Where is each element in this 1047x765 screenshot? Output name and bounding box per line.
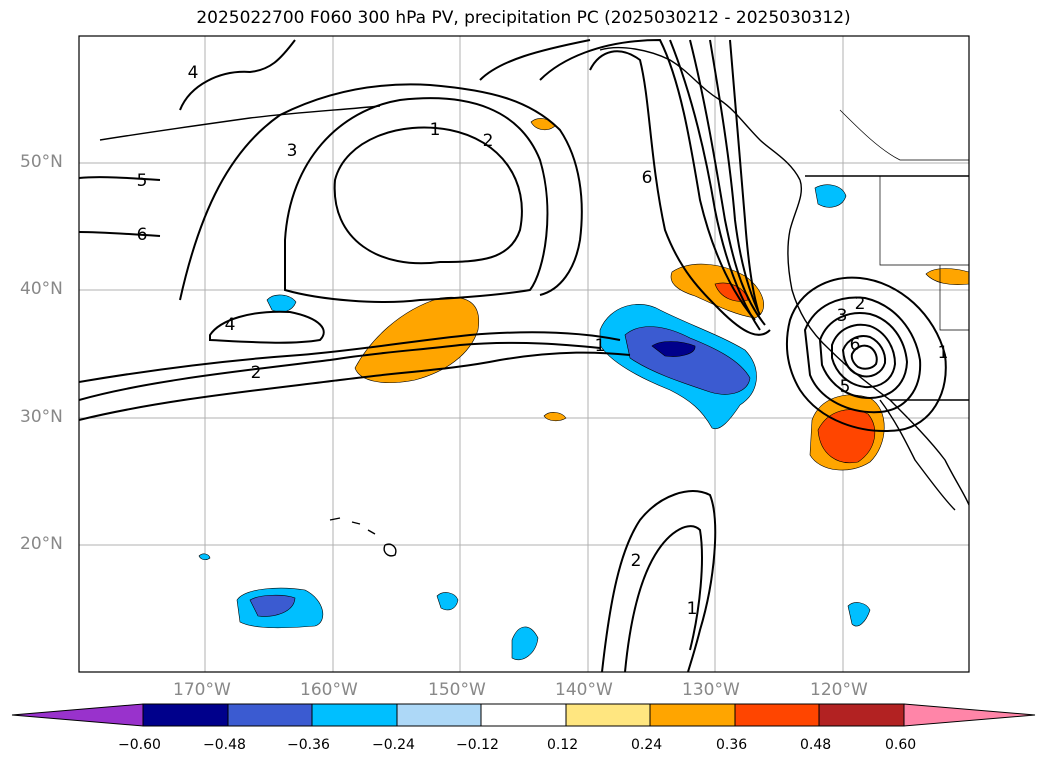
contour-label: 4 xyxy=(225,315,236,335)
pv-contours xyxy=(79,38,947,672)
lon-label: 140°W xyxy=(555,680,613,700)
precip-patch-navy xyxy=(651,341,696,357)
pv-contour-cutoff-2 xyxy=(803,296,922,414)
pv-contour-cutoff-1 xyxy=(786,276,947,432)
colorbar-tick-label: 0.12 xyxy=(547,737,579,753)
precip-patch-red-socal xyxy=(817,409,876,464)
pv-contour-cutoff-6 xyxy=(850,344,878,370)
colorbar-tick-label: 0.36 xyxy=(716,737,748,753)
chart-title: 2025022700 F060 300 hPa PV, precipitatio… xyxy=(196,8,851,28)
colorbar-tick-label: −0.60 xyxy=(118,737,161,753)
precip-patch-blue-baja xyxy=(847,602,871,627)
precip-patch-blue-tiny xyxy=(198,553,211,561)
coastline-west-us xyxy=(787,179,969,506)
precip-patch-blue-15n xyxy=(436,592,459,611)
precip-patch-orange-central xyxy=(354,296,480,383)
contour-label: 3 xyxy=(837,306,848,326)
precip-patch-blue-13n xyxy=(511,626,539,660)
contour-label: 2 xyxy=(631,551,642,571)
contour-label: 4 xyxy=(188,63,199,83)
colorbar-tick-label: −0.36 xyxy=(287,737,330,753)
colorbar-bin xyxy=(142,703,229,727)
colorbar-bin xyxy=(480,703,567,727)
lat-label: 30°N xyxy=(20,407,63,427)
colorbar-bin xyxy=(734,703,820,727)
lat-label: 50°N xyxy=(20,152,63,172)
pv-contour-1-lower xyxy=(79,351,631,421)
map-panel xyxy=(79,36,969,672)
lon-label: 160°W xyxy=(300,680,358,700)
pv-contour-trough-2 xyxy=(539,38,756,321)
pv-contour-6-wave xyxy=(79,231,161,237)
colorbar-extend-left xyxy=(11,703,144,727)
pv-contour-lower-3 xyxy=(79,331,621,383)
pv-contour-3 xyxy=(179,83,583,301)
contour-label: 6 xyxy=(850,335,861,355)
colorbar-bin xyxy=(818,703,905,727)
pv-contour-1-inner-low xyxy=(333,126,523,265)
contour-label: 5 xyxy=(137,171,148,191)
pv-contour-trough-4 xyxy=(689,39,766,326)
colorbar-extend-right xyxy=(903,703,1036,727)
pv-contour-2-outer xyxy=(284,97,549,303)
lon-label: 170°W xyxy=(173,680,231,700)
pv-contour-south-1 xyxy=(624,525,703,672)
contour-label: 1 xyxy=(430,120,441,140)
pv-contour-4-small xyxy=(209,310,325,344)
contour-label: 2 xyxy=(855,294,866,314)
colorbar-bin xyxy=(396,703,482,727)
colorbar-bin xyxy=(311,703,398,727)
precip-patch-blue-oregon xyxy=(814,184,847,208)
contour-label: 1 xyxy=(687,599,698,619)
state-borders xyxy=(839,109,969,331)
colorbar-bin xyxy=(649,703,736,727)
colorbar xyxy=(11,703,1036,727)
contour-label: 2 xyxy=(251,363,262,383)
colorbar-tick-label: −0.24 xyxy=(372,737,415,753)
pv-contour-cutoff-3 xyxy=(818,312,909,400)
colorbar-tick-label: −0.48 xyxy=(203,737,246,753)
precip-patch-darkblue-hawaii-w xyxy=(249,594,296,617)
colorbar-tick-label: −0.12 xyxy=(456,737,499,753)
pv-contour-4-west xyxy=(179,39,296,111)
colorbar-tick-label: 0.24 xyxy=(631,737,663,753)
colorbar-bin xyxy=(565,703,651,727)
contour-label: 1 xyxy=(938,343,949,363)
colorbar-tick-label: 0.48 xyxy=(800,737,832,753)
lat-label: 40°N xyxy=(20,279,63,299)
contour-label: 2 xyxy=(483,131,494,151)
colorbar-tick-label: 0.60 xyxy=(885,737,917,753)
lon-label: 130°W xyxy=(682,680,740,700)
precip-patch-orange-east xyxy=(925,268,969,285)
contour-label: 5 xyxy=(840,377,851,397)
lat-label: 20°N xyxy=(20,534,63,554)
pv-contour-trough-6 xyxy=(729,39,759,311)
coastline-baja xyxy=(879,399,956,511)
map-frame xyxy=(78,35,970,673)
lon-label: 120°W xyxy=(810,680,868,700)
lon-label: 150°W xyxy=(428,680,486,700)
precip-patches xyxy=(198,118,969,660)
pv-contour-south-2 xyxy=(601,490,717,672)
coastline-aleutians xyxy=(99,105,381,141)
pv-contour-trough-5 xyxy=(709,39,761,316)
pv-contour-cutoff-5 xyxy=(841,335,887,378)
pv-contour-5-wave xyxy=(79,176,161,181)
pv-contour-trough-1 xyxy=(589,50,771,336)
precip-patch-orange-small-s xyxy=(543,412,567,422)
contour-label: 6 xyxy=(642,168,653,188)
hawaii-islands xyxy=(329,517,397,557)
contour-label: 1 xyxy=(595,336,606,356)
pv-contour-2-lower xyxy=(79,341,601,401)
contour-label: 6 xyxy=(137,225,148,245)
colorbar-bin xyxy=(227,703,313,727)
pv-contour-cutoff-4 xyxy=(831,323,897,389)
pv-contour-trough-3 xyxy=(479,39,761,331)
contour-label: 3 xyxy=(287,141,298,161)
